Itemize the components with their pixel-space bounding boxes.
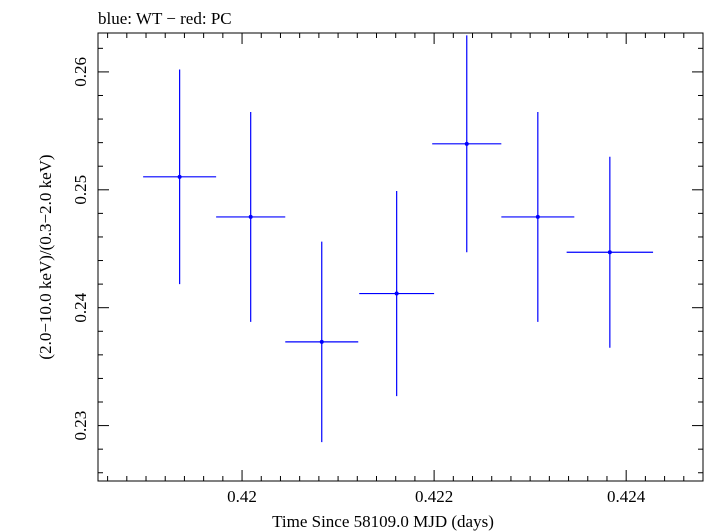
data-point — [319, 339, 324, 344]
y-axis-label: (2.0−10.0 keV)/(0.3−2.0 keV) — [36, 154, 55, 359]
x-tick-label: 0.424 — [607, 487, 646, 506]
data-point — [177, 174, 182, 179]
data-point — [248, 214, 253, 219]
data-point — [607, 250, 612, 255]
data-series — [143, 35, 654, 443]
data-point — [464, 141, 469, 146]
x-axis-label: Time Since 58109.0 MJD (days) — [272, 512, 494, 531]
axis-ticks — [98, 33, 704, 481]
y-tick-label: 0.25 — [71, 175, 90, 205]
data-point — [535, 214, 540, 219]
x-tick-label: 0.422 — [415, 487, 453, 506]
y-tick-label: 0.26 — [71, 57, 90, 87]
data-point — [394, 291, 399, 296]
y-tick-label: 0.23 — [71, 411, 90, 441]
chart-title: blue: WT − red: PC — [98, 9, 232, 28]
tick-labels: 0.42 0.422 0.424 0.23 0.24 0.25 0.26 — [71, 57, 646, 506]
x-tick-label: 0.42 — [227, 487, 257, 506]
plot-frame — [97, 32, 704, 482]
series-wt — [143, 35, 654, 443]
y-tick-label: 0.24 — [71, 292, 90, 322]
